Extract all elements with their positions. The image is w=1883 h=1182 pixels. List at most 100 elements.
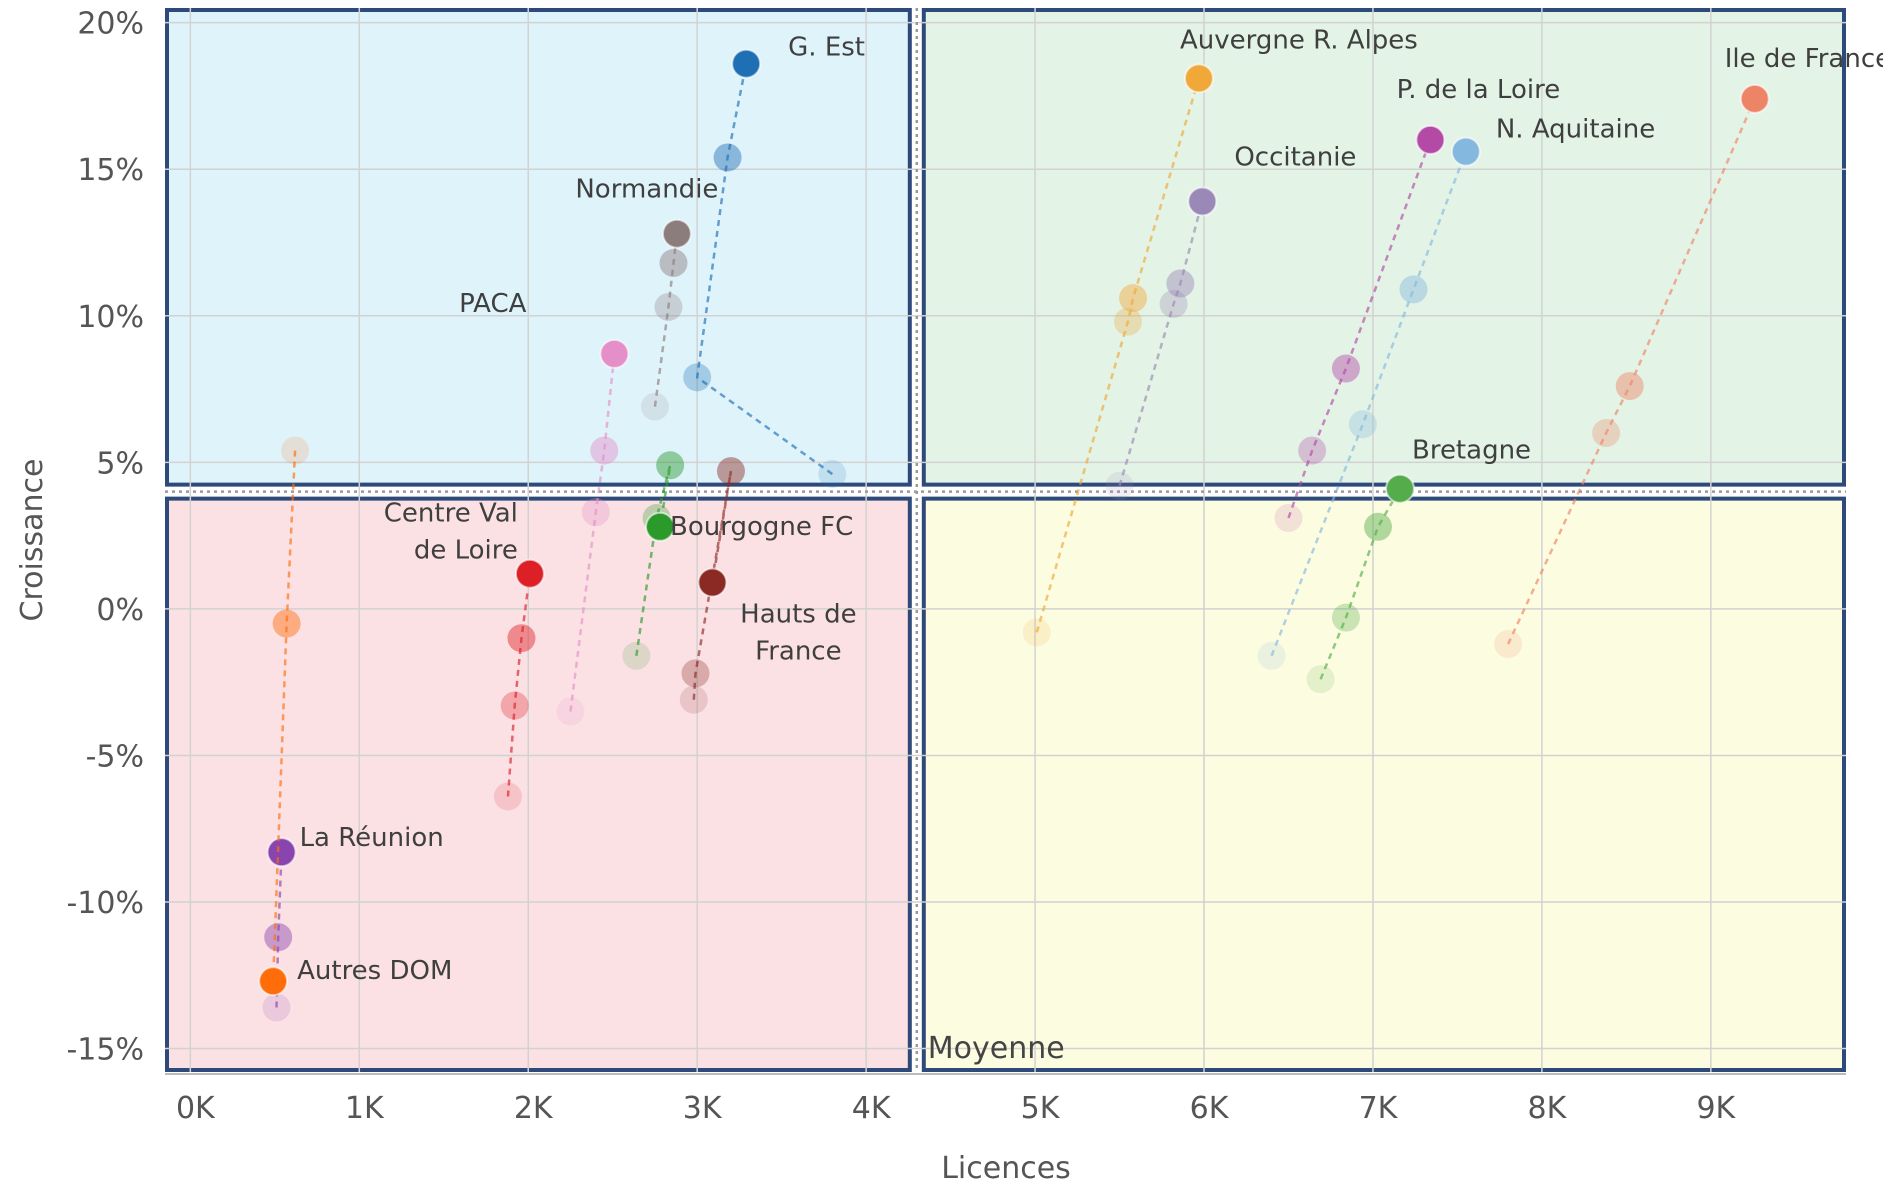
point-history (1592, 419, 1621, 448)
series-autres-dom (258, 436, 310, 997)
series-hauts-de-france (679, 457, 745, 714)
y-tick-label: -10% (66, 886, 144, 921)
quadrant-top-left (165, 8, 912, 487)
series-ile-de-france (1494, 83, 1770, 659)
point-history (1615, 372, 1644, 401)
series-n-aquitaine (1257, 136, 1481, 670)
series-centre-val-de-loire (493, 558, 545, 811)
point-label: Autres DOM (297, 956, 452, 986)
point-history (659, 249, 688, 278)
point-history (818, 460, 847, 489)
point-history (1159, 290, 1188, 319)
point-history (1399, 275, 1428, 304)
point-history (716, 457, 745, 486)
point-label-line: P. de la Loire (1397, 75, 1561, 105)
quadrant-bottom-left (165, 496, 912, 1072)
point-history (656, 451, 685, 480)
point-history (1331, 354, 1360, 383)
point-history (500, 691, 529, 720)
x-tick-label: 1K (345, 1091, 385, 1126)
x-tick-label: 0K (176, 1091, 216, 1126)
y-tick-label: 15% (77, 153, 144, 188)
y-tick-label: -5% (86, 739, 144, 774)
point-label-line: Auvergne R. Alpes (1180, 25, 1418, 55)
series-normandie (640, 218, 692, 421)
point-history (1257, 641, 1286, 670)
point-current (1450, 136, 1481, 167)
point-label: Centre Val de Loire (384, 499, 518, 566)
x-tick-label: 3K (683, 1091, 723, 1126)
x-axis-title: Licences (941, 1151, 1071, 1182)
point-label-line: Autres DOM (297, 956, 452, 986)
series-p-de-la-loire (1274, 124, 1446, 533)
point-history (640, 392, 669, 421)
series-paca (556, 338, 630, 726)
point-label: G. Est (788, 33, 865, 63)
trail-line (1035, 77, 1201, 633)
series-g-est (683, 48, 847, 489)
quadrants-layer (165, 8, 1846, 1072)
point-history (1331, 603, 1360, 632)
point-label-line: Bourgogne FC (670, 512, 853, 542)
point-history (590, 436, 619, 465)
point-label: Ile de France (1725, 44, 1883, 74)
trail-line (1118, 201, 1204, 487)
y-tick-label: -15% (66, 1033, 144, 1068)
trail-line (271, 450, 297, 982)
point-label-line: N. Aquitaine (1496, 115, 1655, 145)
point-history (1022, 618, 1051, 647)
y-tick-label: 5% (96, 446, 144, 481)
x-tick-label: 7K (1359, 1091, 1399, 1126)
point-current (1415, 124, 1446, 155)
point-label: P. de la Loire (1397, 75, 1561, 105)
point-label-line: Ile de France (1725, 44, 1883, 74)
point-history (1113, 307, 1142, 336)
point-labels-layer: G. Est Normandie PACA Centre Val de Loire Bou… (297, 25, 1883, 986)
trail-line (1270, 151, 1468, 657)
point-label-line: Bretagne (1412, 436, 1531, 466)
point-history (622, 641, 651, 670)
point-current (266, 837, 297, 868)
point-current (645, 511, 676, 542)
series-la-reunion (262, 837, 297, 1022)
point-history (1119, 284, 1148, 313)
quadrant-bottom-right (921, 496, 1846, 1072)
point-history (493, 782, 522, 811)
point-label-line: Centre Val (384, 499, 518, 529)
series-auvergne-r-alpes (1022, 63, 1214, 647)
point-history (679, 685, 708, 714)
average-quadrant-label: Moyenne (928, 1031, 1065, 1066)
point-label: Hauts de France (740, 600, 856, 667)
point-history (264, 923, 293, 952)
point-history (1298, 436, 1327, 465)
point-label-line: Normandie (575, 175, 718, 205)
x-tick-label: 6K (1190, 1091, 1230, 1126)
point-history (581, 498, 610, 527)
point-history (681, 659, 710, 688)
x-tick-label: 9K (1696, 1091, 1736, 1126)
point-history (1105, 471, 1134, 500)
point-label-line: France (755, 637, 841, 667)
point-history (262, 993, 291, 1022)
trail-line (635, 464, 672, 656)
x-tick-label: 2K (514, 1091, 554, 1126)
point-history (1348, 410, 1377, 439)
point-label-line: La Réunion (300, 823, 444, 853)
point-history (1306, 665, 1335, 694)
trail-line (695, 63, 834, 476)
point-current (661, 218, 692, 249)
point-current (1384, 473, 1415, 504)
axes-layer: Licences Croissance Moyenne 0K 1K 2K 3K 4K 5K… (15, 7, 1846, 1182)
point-history (1166, 269, 1195, 298)
series-bretagne (1306, 473, 1415, 694)
point-label-line: de Loire (414, 536, 518, 566)
point-history (272, 609, 301, 638)
point-label: Occitanie (1234, 142, 1356, 172)
series-bourgogne-fc (622, 451, 685, 670)
trail-line (569, 353, 616, 712)
point-current (1183, 63, 1214, 94)
gridlines-layer (165, 8, 1846, 1072)
point-label: PACA (459, 289, 526, 319)
x-tick-label: 5K (1021, 1091, 1061, 1126)
